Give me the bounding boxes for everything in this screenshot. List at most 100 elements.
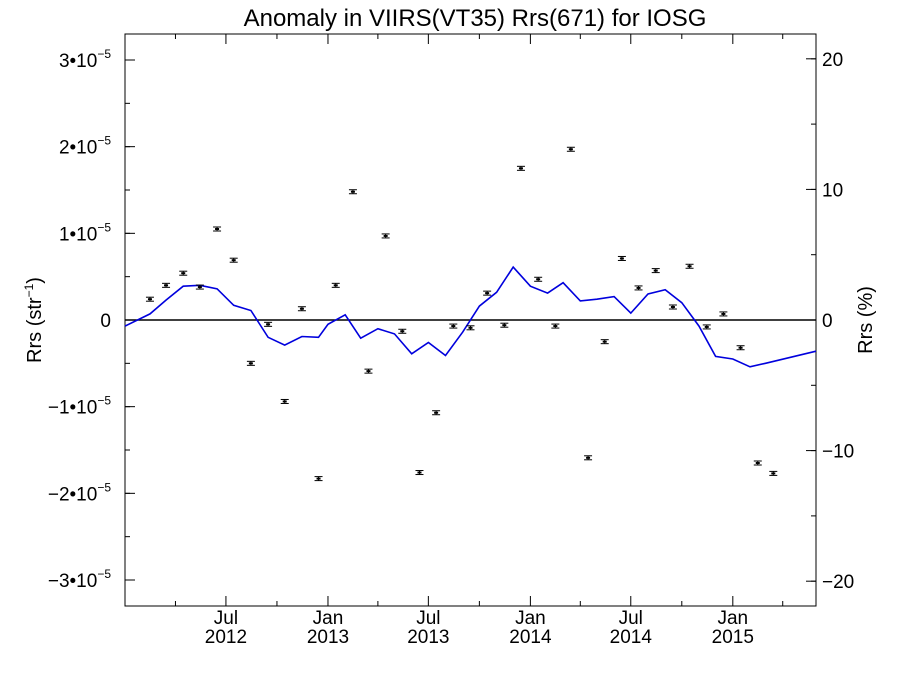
- data-point-marker: [485, 292, 490, 295]
- data-point-marker: [721, 312, 726, 315]
- left-y-axis: −3•10−5 −2•10−5 −1•10−5 0 1•10−5 2•10−5 3•10−5: [48, 47, 135, 592]
- data-point-marker: [366, 370, 371, 373]
- data-point: [685, 263, 694, 269]
- series-points-group: [145, 146, 778, 482]
- data-point: [668, 304, 677, 310]
- x-tick-label-year: 2013: [307, 627, 349, 648]
- data-point: [753, 460, 762, 466]
- data-point-marker: [670, 306, 675, 308]
- data-point-marker: [468, 326, 473, 329]
- data-point: [600, 339, 609, 345]
- left-y-tick-label: 2•10−5: [59, 134, 111, 159]
- x-axis: Jul2012Jan2013Jul2013Jan2014Jul2014Jan20…: [174, 34, 784, 648]
- x-tick-label-month: Jul: [619, 608, 643, 629]
- data-point-marker: [619, 257, 624, 260]
- series-line-group: [124, 265, 817, 368]
- data-point-marker: [687, 265, 692, 268]
- right-y-tick-label: 20: [822, 50, 843, 71]
- data-point: [483, 290, 492, 296]
- data-point-marker: [434, 411, 439, 414]
- data-point-marker: [299, 307, 304, 310]
- data-point: [314, 476, 323, 482]
- data-point-marker: [197, 286, 202, 289]
- x-tick-label-month: Jan: [717, 608, 748, 629]
- data-point: [264, 321, 273, 327]
- data-point: [516, 165, 525, 171]
- data-point-marker: [502, 324, 507, 327]
- left-y-tick-label: −3•10−5: [48, 567, 111, 592]
- data-point: [195, 284, 204, 290]
- left-y-tick-label: −2•10−5: [48, 480, 111, 505]
- chart-title: Anomaly in VIIRS(VT35) Rrs(671) for IOSG: [244, 5, 707, 32]
- data-point-marker: [755, 462, 760, 464]
- y-axis-label-right: Rrs (%): [855, 286, 877, 354]
- data-point-marker: [771, 472, 776, 475]
- data-point-marker: [586, 456, 591, 459]
- data-point-marker: [282, 400, 287, 403]
- left-y-tick-label: 3•10−5: [59, 47, 111, 72]
- data-point: [584, 455, 593, 461]
- data-point: [719, 311, 728, 317]
- left-y-tick-label: 0: [100, 311, 111, 332]
- data-point-marker: [536, 278, 541, 281]
- x-tick-label-month: Jan: [515, 608, 546, 629]
- x-tick-label-month: Jul: [214, 608, 238, 629]
- data-point-marker: [653, 269, 658, 272]
- data-point: [432, 410, 441, 416]
- data-point: [651, 268, 660, 274]
- y-axis-label-left: Rrs (str−1): [22, 277, 46, 363]
- data-point: [246, 360, 255, 366]
- data-point: [364, 368, 373, 374]
- data-point: [331, 282, 340, 288]
- data-point: [162, 282, 171, 288]
- data-point: [280, 398, 289, 404]
- data-point: [736, 345, 745, 351]
- data-point-marker: [553, 325, 558, 328]
- data-point-marker: [181, 272, 186, 275]
- data-point: [415, 470, 424, 476]
- data-point-marker: [738, 346, 743, 349]
- data-point-marker: [316, 477, 321, 480]
- right-y-tick-label: −20: [822, 572, 854, 593]
- data-point-marker: [333, 284, 338, 287]
- data-point: [348, 189, 357, 195]
- data-point-marker: [704, 325, 709, 328]
- x-tick-label-year: 2012: [205, 627, 247, 648]
- data-point-marker: [602, 340, 607, 343]
- data-point-marker: [147, 298, 152, 301]
- data-point-marker: [636, 286, 641, 289]
- data-point: [449, 323, 458, 329]
- data-point: [769, 470, 778, 476]
- x-tick-label-month: Jan: [313, 608, 344, 629]
- data-point: [297, 306, 306, 312]
- data-point: [466, 325, 475, 331]
- data-point: [617, 255, 626, 261]
- data-point: [551, 323, 560, 329]
- data-point: [213, 226, 222, 232]
- data-point-marker: [518, 167, 523, 170]
- x-tick-label-year: 2014: [509, 627, 552, 648]
- data-point: [702, 324, 711, 330]
- data-point-marker: [266, 323, 271, 326]
- data-point-marker: [164, 284, 169, 287]
- x-tick-label-year: 2014: [610, 627, 653, 648]
- data-point-marker: [215, 228, 220, 230]
- data-point-marker: [568, 148, 573, 151]
- data-point: [534, 276, 543, 282]
- x-tick-label-month: Jul: [416, 608, 440, 629]
- anomaly-smoothed-line: [124, 265, 817, 368]
- right-y-tick-label: 0: [822, 311, 833, 332]
- y-axis-label-left-sup: −1: [22, 283, 36, 297]
- right-y-tick-label: −10: [822, 442, 854, 463]
- data-point: [179, 270, 188, 276]
- data-point-marker: [451, 325, 456, 328]
- data-point-marker: [400, 330, 405, 333]
- data-point: [634, 285, 643, 291]
- left-y-tick-label: −1•10−5: [48, 394, 111, 419]
- data-point: [229, 257, 238, 263]
- data-point: [381, 233, 390, 239]
- data-point-marker: [231, 259, 236, 262]
- right-y-axis: −20 −10 0 10 20: [806, 50, 854, 593]
- data-point-marker: [248, 362, 253, 365]
